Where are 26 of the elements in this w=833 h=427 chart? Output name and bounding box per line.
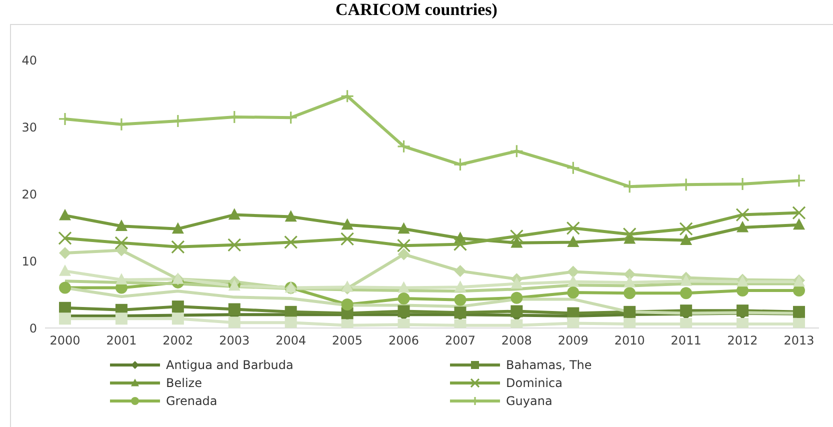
x-tick-label: 2007 — [444, 334, 476, 348]
x-tick-label: 2004 — [276, 334, 306, 348]
x-tick-label: 2006 — [388, 334, 420, 348]
x-tick-label: 2000 — [50, 334, 80, 348]
x-tick-label: 2003 — [219, 334, 250, 348]
x-tick-label: 2005 — [332, 334, 363, 348]
legend-label: Dominica — [506, 376, 562, 390]
legend-label: Bahamas, The — [506, 358, 592, 372]
legend-label: Guyana — [506, 394, 552, 408]
y-tick-label: 10 — [22, 254, 37, 268]
chart-title: CARICOM countries) — [334, 0, 498, 20]
x-tick-label: 2012 — [727, 334, 758, 348]
legend-label: Belize — [166, 376, 202, 390]
x-tick-label: 2009 — [558, 334, 588, 348]
legend-label: Grenada — [166, 394, 218, 408]
y-tick-label: 40 — [22, 53, 37, 68]
x-tick-label: 2013 — [784, 334, 814, 348]
x-tick-label: 2002 — [162, 334, 194, 348]
y-tick-label: 20 — [22, 187, 37, 202]
y-tick-label: 30 — [22, 120, 37, 134]
x-tick-label: 2008 — [501, 334, 532, 348]
x-tick-label: 2011 — [670, 334, 702, 348]
y-tick-label: 0 — [29, 321, 37, 336]
x-tick-label: 2010 — [614, 334, 645, 348]
legend-label: Antigua and Barbuda — [166, 358, 294, 372]
x-tick-label: 2001 — [106, 334, 137, 348]
